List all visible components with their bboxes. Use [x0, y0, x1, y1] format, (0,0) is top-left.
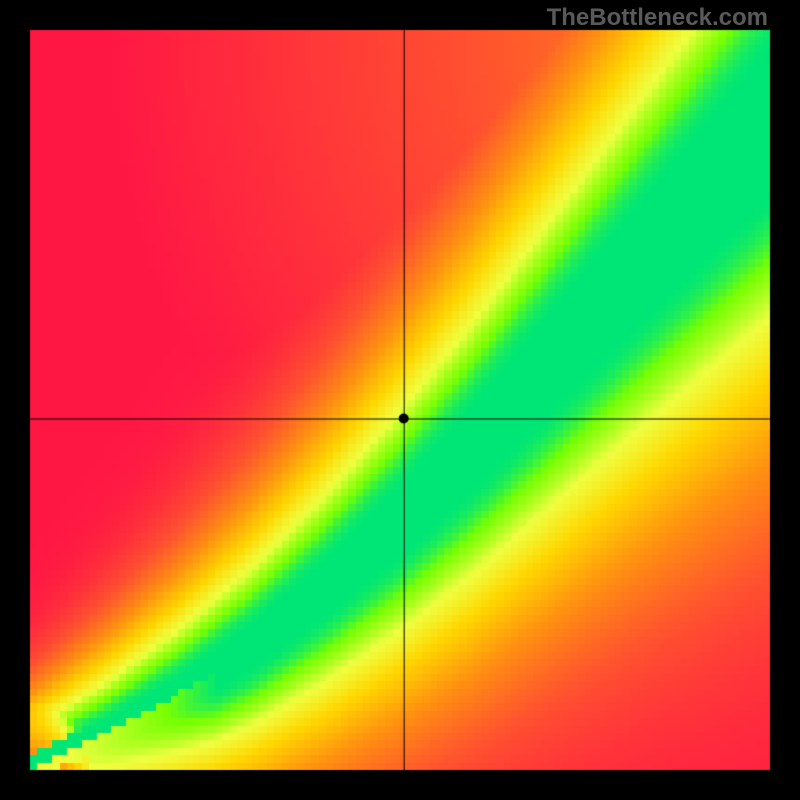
heatmap-canvas — [0, 0, 800, 800]
watermark-text: TheBottleneck.com — [547, 4, 768, 32]
chart-container: TheBottleneck.com — [0, 0, 800, 800]
